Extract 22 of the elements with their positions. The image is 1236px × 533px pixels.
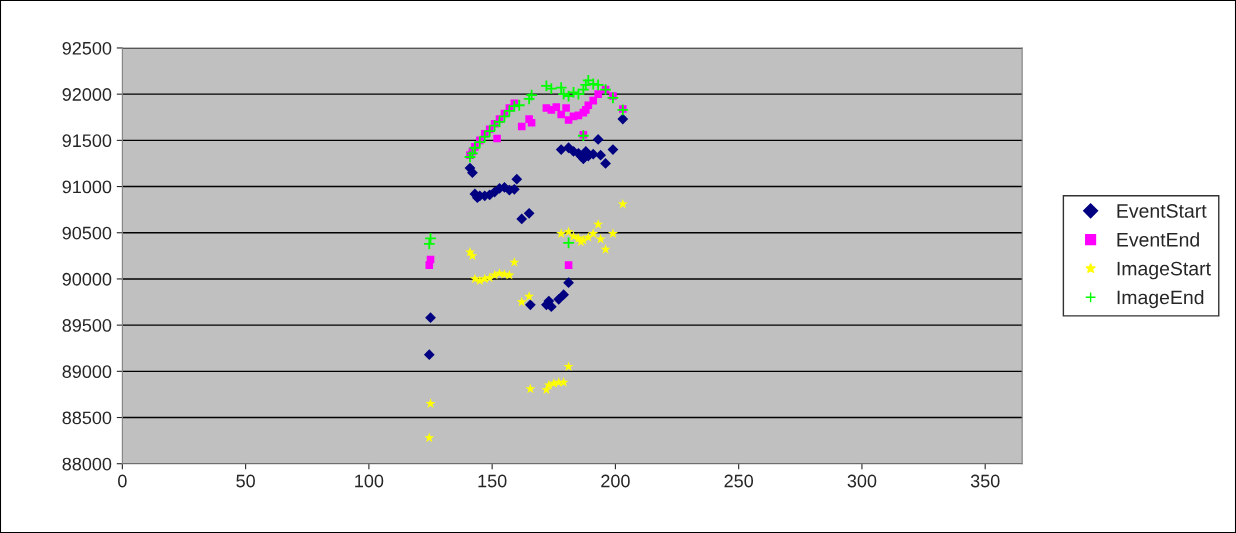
x-tick-label: 350 bbox=[970, 474, 1000, 488]
x-tick-label: 100 bbox=[355, 474, 384, 488]
y-tick-label: 88000 bbox=[62, 457, 112, 471]
y-tick-label: 92500 bbox=[62, 41, 112, 55]
y-tick-label: 89500 bbox=[62, 319, 112, 332]
y-tick-label: 91000 bbox=[62, 180, 112, 194]
legend-label: EventEnd bbox=[1117, 232, 1199, 247]
x-tick-label: 150 bbox=[478, 474, 507, 488]
y-tick-label: 90500 bbox=[62, 226, 112, 240]
legend-label: EventStart bbox=[1117, 204, 1207, 218]
x-tick-label: 0 bbox=[118, 474, 127, 488]
y-tick-label: 90000 bbox=[62, 272, 112, 286]
x-tick-label: 50 bbox=[236, 474, 255, 488]
x-tick-label: 250 bbox=[724, 474, 754, 488]
x-tick-label: 300 bbox=[847, 474, 877, 488]
y-tick-label: 89000 bbox=[62, 365, 112, 379]
y-tick-label: 91500 bbox=[62, 134, 112, 148]
x-tick-label: 200 bbox=[601, 474, 630, 488]
y-tick-label: 92000 bbox=[62, 88, 112, 101]
legend-label: ImageEnd bbox=[1117, 290, 1204, 309]
legend-label: ImageStart bbox=[1117, 261, 1211, 280]
y-tick-label: 88500 bbox=[62, 411, 112, 425]
